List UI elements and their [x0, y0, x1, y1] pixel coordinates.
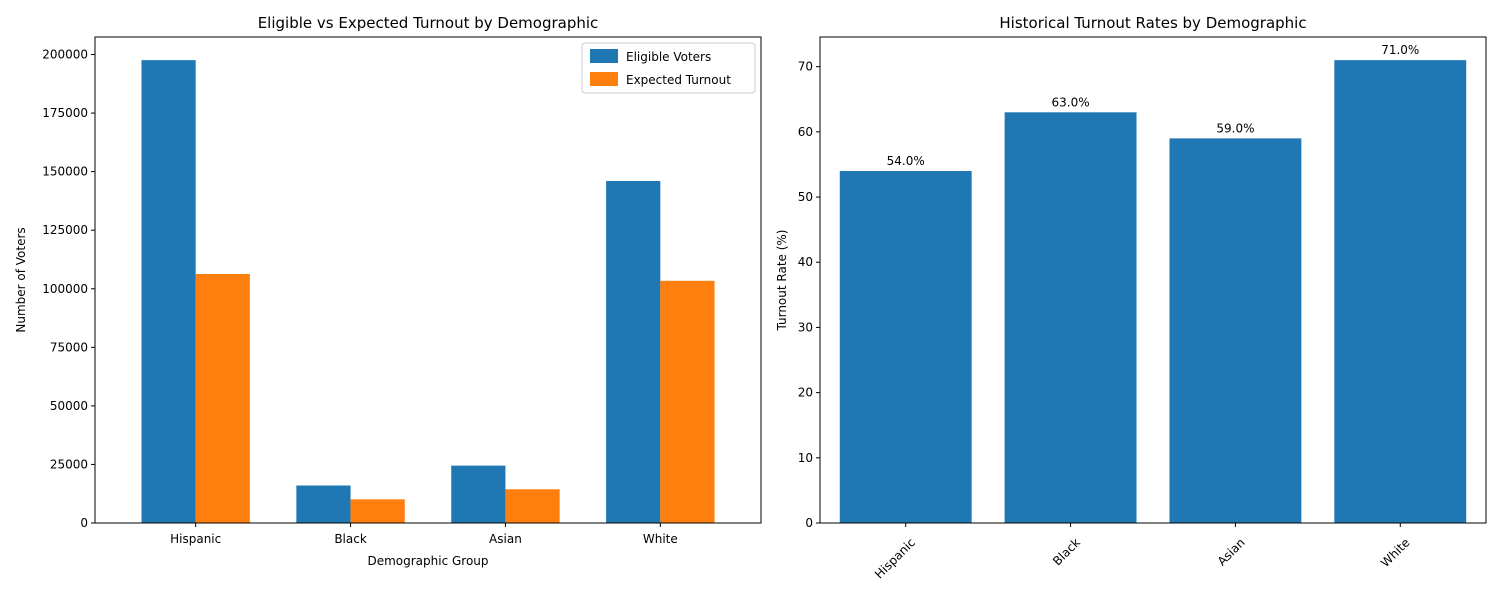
legend-label-turnout: Expected Turnout [626, 73, 731, 87]
data-label-white: 71.0% [1381, 43, 1419, 57]
bar-eligible-voters-black [296, 485, 351, 523]
y-tick-label: 75000 [50, 340, 88, 354]
bar-turnout-asian [1169, 138, 1302, 523]
x-axis-label: Demographic Group [367, 554, 488, 568]
x-tick-label: White [643, 532, 678, 546]
data-label-black: 63.0% [1052, 95, 1090, 109]
y-axis-ticks: 0 10 20 30 40 50 60 70 [798, 60, 820, 530]
y-tick-label: 60 [798, 125, 813, 139]
y-axis-label: Turnout Rate (%) [775, 229, 789, 331]
x-tick-label: Hispanic [170, 532, 221, 546]
bar-eligible-voters-white [606, 181, 661, 523]
bar-expected-turnout-hispanic [195, 274, 250, 523]
data-labels: 54.0% 63.0% 59.0% 71.0% [887, 43, 1420, 168]
plot-area-frame [94, 36, 762, 524]
x-tick-label: Black [334, 532, 367, 546]
legend: Eligible Voters Expected Turnout [581, 42, 756, 94]
bar-group [141, 60, 715, 523]
y-tick-label: 200000 [42, 48, 88, 62]
bar-turnout-black [1004, 112, 1137, 524]
y-tick-label: 100000 [42, 282, 88, 296]
y-tick-label: 40 [798, 255, 813, 269]
y-tick-label: 0 [805, 516, 813, 530]
y-tick-label: 70 [798, 60, 813, 74]
y-axis-label: Number of Voters [14, 227, 28, 332]
y-tick-label: 20 [798, 386, 813, 400]
legend-swatch-eligible [590, 49, 618, 63]
legend-box [581, 42, 756, 94]
eligible-vs-turnout-chart: Eligible vs Expected Turnout by Demograp… [14, 14, 762, 568]
bar-expected-turnout-asian [505, 489, 560, 523]
y-tick-label: 30 [798, 320, 813, 334]
legend-label-eligible: Eligible Voters [626, 50, 711, 64]
chart-title: Eligible vs Expected Turnout by Demograp… [258, 14, 599, 32]
bar-expected-turnout-black [350, 499, 405, 523]
plot-area-frame [819, 36, 1487, 524]
y-tick-label: 150000 [42, 165, 88, 179]
y-tick-label: 0 [80, 516, 88, 530]
y-tick-label: 25000 [50, 457, 88, 471]
data-label-hispanic: 54.0% [887, 154, 925, 168]
bar-eligible-voters-hispanic [141, 60, 196, 523]
legend-swatch-turnout [590, 72, 618, 86]
bar-group [839, 60, 1467, 524]
y-axis-ticks: 0 25000 50000 75000 100000 125000 150000 175000… [42, 48, 95, 530]
x-axis-ticks: Hispanic Black Asian White [170, 523, 678, 546]
bar-turnout-white [1334, 60, 1467, 523]
y-tick-label: 125000 [42, 223, 88, 237]
chart-title: Historical Turnout Rates by Demographic [999, 14, 1306, 32]
data-label-asian: 59.0% [1216, 121, 1254, 135]
y-tick-label: 10 [798, 451, 813, 465]
x-tick-label: Asian [489, 532, 522, 546]
y-tick-label: 175000 [42, 106, 88, 120]
y-tick-label: 50 [798, 190, 813, 204]
y-tick-label: 50000 [50, 399, 88, 413]
bar-expected-turnout-white [660, 280, 715, 523]
bar-eligible-voters-asian [451, 465, 506, 523]
bar-turnout-hispanic [839, 170, 972, 523]
